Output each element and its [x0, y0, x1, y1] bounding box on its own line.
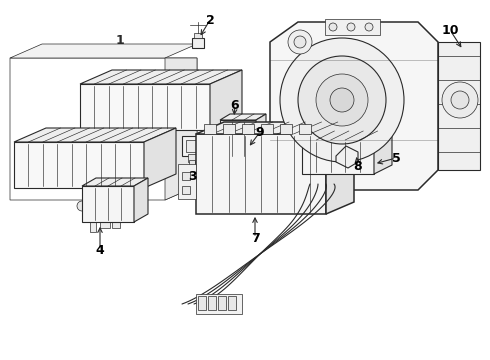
- Polygon shape: [90, 222, 96, 232]
- Bar: [189, 160, 195, 170]
- Polygon shape: [80, 70, 242, 84]
- Polygon shape: [302, 131, 392, 140]
- Polygon shape: [178, 164, 196, 199]
- Bar: [241, 153, 255, 163]
- Bar: [280, 124, 292, 134]
- Bar: [318, 174, 326, 184]
- Bar: [186, 140, 198, 152]
- Bar: [242, 124, 254, 134]
- Bar: [244, 149, 252, 153]
- Circle shape: [347, 23, 355, 31]
- Polygon shape: [374, 131, 392, 174]
- Polygon shape: [210, 70, 242, 130]
- Polygon shape: [14, 128, 176, 142]
- Bar: [228, 296, 236, 310]
- Circle shape: [294, 36, 306, 48]
- Circle shape: [316, 74, 368, 126]
- Polygon shape: [144, 128, 176, 188]
- Bar: [218, 296, 226, 310]
- Circle shape: [451, 91, 469, 109]
- Circle shape: [280, 38, 404, 162]
- Text: 7: 7: [250, 231, 259, 244]
- Bar: [299, 124, 311, 134]
- Polygon shape: [165, 58, 197, 200]
- Polygon shape: [220, 120, 256, 158]
- Circle shape: [298, 56, 386, 144]
- Polygon shape: [336, 146, 358, 168]
- Text: 5: 5: [392, 152, 400, 165]
- Polygon shape: [100, 222, 110, 228]
- Bar: [204, 124, 216, 134]
- Bar: [198, 296, 206, 310]
- Bar: [245, 144, 251, 149]
- Bar: [182, 136, 202, 156]
- Bar: [223, 124, 235, 134]
- Text: 6: 6: [231, 99, 239, 112]
- Polygon shape: [438, 42, 480, 170]
- Text: 1: 1: [116, 33, 124, 46]
- Text: 3: 3: [188, 170, 196, 183]
- Polygon shape: [14, 142, 144, 188]
- Bar: [330, 174, 338, 184]
- Polygon shape: [196, 122, 354, 134]
- Bar: [192, 38, 204, 48]
- Polygon shape: [196, 134, 326, 214]
- Text: 10: 10: [441, 23, 459, 36]
- Polygon shape: [80, 84, 210, 130]
- Text: 8: 8: [354, 159, 362, 172]
- Circle shape: [329, 23, 337, 31]
- Polygon shape: [270, 22, 438, 190]
- Bar: [196, 294, 242, 314]
- Text: 9: 9: [256, 126, 264, 139]
- Polygon shape: [134, 178, 148, 222]
- Bar: [182, 186, 190, 194]
- Polygon shape: [82, 178, 148, 186]
- Polygon shape: [82, 186, 134, 222]
- Circle shape: [442, 82, 478, 118]
- Bar: [354, 174, 362, 184]
- Bar: [342, 174, 350, 184]
- Bar: [182, 172, 190, 180]
- Circle shape: [77, 201, 87, 211]
- Circle shape: [288, 30, 312, 54]
- Bar: [208, 296, 216, 310]
- Circle shape: [365, 23, 373, 31]
- Polygon shape: [326, 122, 354, 214]
- Bar: [188, 154, 196, 162]
- Bar: [325, 19, 380, 35]
- Polygon shape: [112, 222, 120, 228]
- Bar: [194, 33, 202, 38]
- Bar: [306, 174, 314, 184]
- Polygon shape: [10, 44, 197, 58]
- Bar: [261, 124, 273, 134]
- Circle shape: [330, 88, 354, 112]
- Polygon shape: [302, 140, 374, 174]
- Polygon shape: [220, 114, 266, 120]
- Polygon shape: [256, 114, 266, 158]
- Text: 2: 2: [206, 14, 215, 27]
- Text: 4: 4: [96, 243, 104, 256]
